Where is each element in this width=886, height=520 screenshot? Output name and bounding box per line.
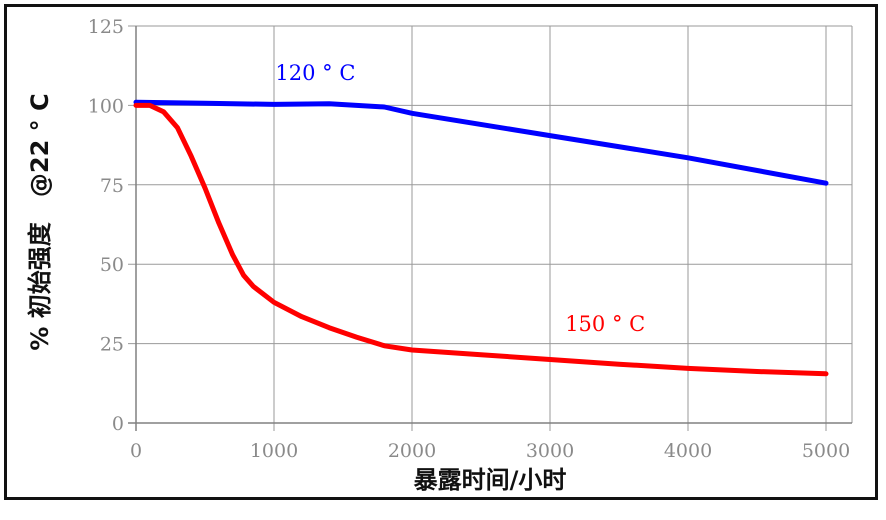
series-label-2: 150 ° C [565, 312, 645, 336]
tick-labels: 0 25 50 75 100 125 0 1000 2000 3000 4000 5000 [88, 16, 850, 462]
series-label-1: 120 ° C [275, 61, 355, 85]
x-tick-label: 2000 [388, 440, 436, 462]
y-axis-title: % 初始强度 @22 ° C [26, 93, 54, 350]
x-tick-label: 5000 [802, 440, 850, 462]
x-tick-label: 4000 [664, 440, 712, 462]
y-tick-label: 0 [112, 413, 124, 435]
chart-frame [4, 4, 878, 500]
y-tick-label: 50 [100, 254, 124, 276]
series-line-1 [133, 99, 829, 186]
series-lines: 120 ° C 150 ° C [133, 61, 829, 377]
x-axis-title: 暴露时间/小时 [414, 466, 567, 494]
series-line-2 [133, 102, 829, 377]
y-tick-label: 100 [88, 95, 124, 117]
x-tick-label: 0 [130, 440, 142, 462]
y-tick-label: 125 [88, 16, 124, 38]
x-tick-label: 1000 [250, 440, 298, 462]
grid [128, 25, 853, 431]
y-tick-label: 25 [100, 334, 124, 356]
y-tick-label: 75 [100, 175, 124, 197]
x-tick-label: 3000 [526, 440, 574, 462]
